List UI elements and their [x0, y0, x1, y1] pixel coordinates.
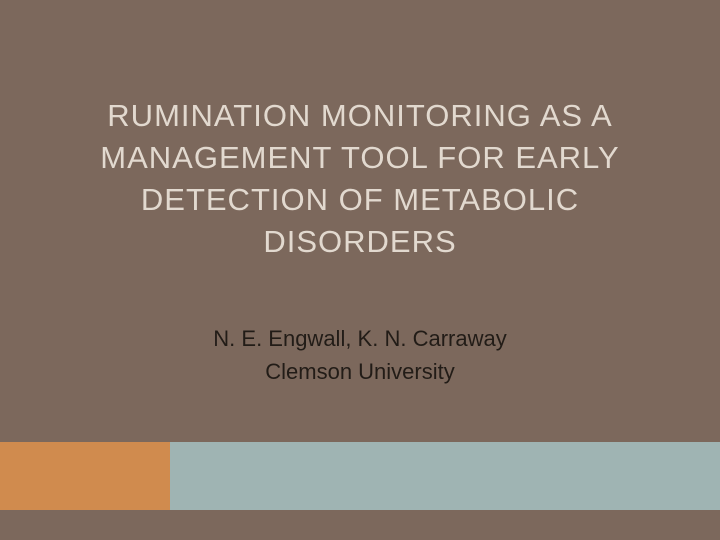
authors-names: N. E. Engwall, K. N. Carraway	[60, 322, 660, 355]
accent-bar-left	[0, 442, 170, 510]
accent-bar	[0, 442, 720, 510]
authors-affiliation: Clemson University	[60, 355, 660, 388]
slide-title: RUMINATION MONITORING AS A MANAGEMENT TO…	[60, 95, 660, 262]
authors-block: N. E. Engwall, K. N. Carraway Clemson Un…	[60, 322, 660, 388]
accent-bar-right	[170, 442, 720, 510]
